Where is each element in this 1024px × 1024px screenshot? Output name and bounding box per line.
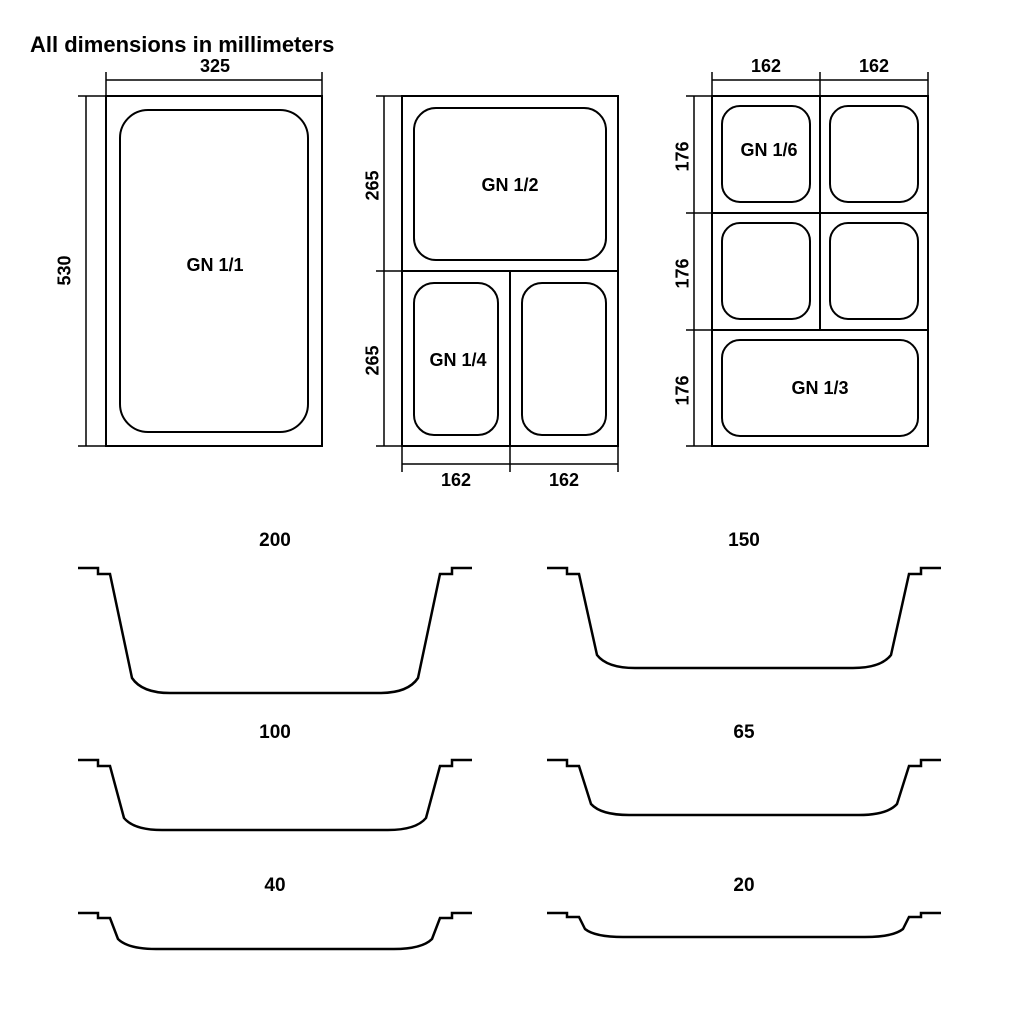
p3-top-dim-1: 162 [736,56,796,77]
pan-65 [539,752,949,832]
p3-left-dim-2: 176 [673,258,694,288]
pan-100-label: 100 [240,722,310,744]
pan-100 [70,752,480,847]
p3-bot-label: GN 1/3 [765,378,875,399]
pan-20-label: 20 [709,875,779,897]
pan-40-label: 40 [240,875,310,897]
p2-bl-label: GN 1/4 [418,350,498,371]
p3-left-dim-1: 176 [673,141,694,171]
panel-gn-1-2-1-4 [376,96,618,472]
p2-bot-dim-1: 162 [426,470,486,491]
p2-left-dim-2: 265 [363,345,384,375]
p1-top-dim: 325 [180,56,250,77]
p2-left-dim-1: 265 [363,170,384,200]
p1-left-dim: 530 [55,255,76,285]
pan-200-label: 200 [240,530,310,552]
pan-20 [539,905,949,953]
pan-200 [70,560,480,710]
p3-top-dim-2: 162 [844,56,904,77]
p3-left-dim-3: 176 [673,375,694,405]
pan-150 [539,560,949,685]
pan-40 [70,905,480,965]
p2-top-label: GN 1/2 [455,175,565,196]
p2-bot-dim-2: 162 [534,470,594,491]
pan-65-label: 65 [709,722,779,744]
pan-150-label: 150 [709,530,779,552]
p1-gn-label: GN 1/1 [145,255,285,276]
p3-tl-label: GN 1/6 [724,140,814,161]
